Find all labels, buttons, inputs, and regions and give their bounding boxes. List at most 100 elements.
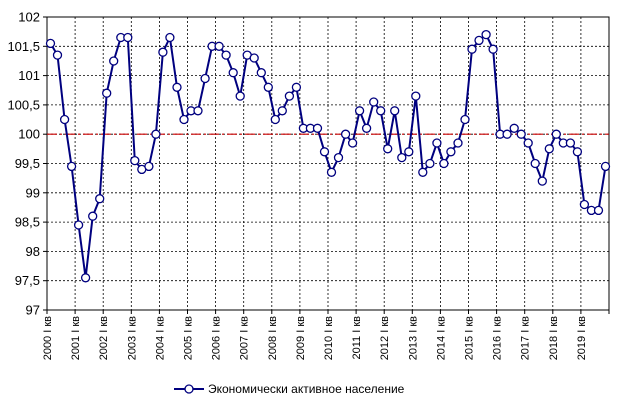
data-point [200,73,210,84]
data-point [333,152,344,163]
data-point [52,50,63,60]
data-point [453,138,463,148]
x-tick-label: 2018 I кв [548,316,560,360]
data-point [460,114,470,125]
data-point [600,161,611,172]
data-point [221,50,231,60]
x-tick-label: 2006 I кв [211,316,223,360]
x-tick-label: 2013 I кв [407,316,419,360]
data-point [235,91,245,101]
data-point [390,106,400,116]
data-point [312,123,323,133]
data-point [418,167,428,177]
data-point [88,211,98,221]
data-point [404,147,414,157]
data-point [397,152,407,163]
x-tick-label: 2001 I кв [70,316,82,360]
data-point [467,44,477,54]
y-tick-label: 101,5 [7,39,40,54]
data-point [228,68,238,78]
y-tick-label: 98 [26,244,40,259]
data-point [172,82,182,92]
x-tick-label: 2002 I кв [98,316,110,360]
data-point [144,161,154,172]
data-point [411,91,421,101]
data-point [340,129,351,139]
data-point [123,32,133,43]
data-point [383,144,393,154]
data-point [488,44,498,54]
data-point [45,38,56,49]
data-point [270,114,280,125]
data-point [354,106,365,116]
data-point [256,68,266,78]
data-point [130,155,140,166]
data-point [263,82,273,92]
legend-marker [184,384,194,394]
data-point [439,158,449,169]
data-point [102,88,112,98]
data-point [565,138,576,148]
data-point [165,32,175,43]
data-point [516,129,526,139]
data-point [277,106,287,116]
data-point [347,138,358,148]
x-tick-label: 2019 I кв [576,316,588,360]
data-point [523,138,533,148]
data-point [551,129,561,139]
data-point [249,53,259,63]
data-point [474,35,484,46]
x-tick-label: 2010 I кв [323,316,335,360]
data-point [361,123,372,133]
data-point [425,158,435,169]
x-tick-label: 2007 I кв [239,316,251,360]
x-tick-label: 2004 I кв [154,316,166,360]
data-point [376,106,386,116]
data-point [530,158,540,169]
data-point [158,47,168,57]
data-point [214,41,224,51]
data-point [369,97,379,107]
y-tick-label: 100 [18,127,40,142]
plot-area: 97 97,5 98 98,5 99 99,5 100 100,5 101 101,5 102 200… [7,10,611,360]
data-point [579,199,590,210]
x-tick-label: 2014 I кв [435,316,447,360]
x-tick-label: 2011 I кв [351,316,363,360]
legend-label: Экономически активное население [208,382,405,396]
data-point [284,91,295,101]
x-tick-label: 2009 I кв [295,316,307,360]
data-point [446,147,456,157]
data-point [572,147,583,157]
data-point [481,29,491,40]
y-tick-label: 97,5 [15,273,40,288]
data-point [593,205,604,216]
data-point [319,147,330,157]
y-tick-label: 98,5 [15,215,40,230]
x-tick-label: 2000 I кв [42,316,54,360]
data-point [509,123,519,133]
x-tick-label: 2016 I кв [492,316,504,360]
x-tick-label: 2012 I кв [379,316,391,360]
y-tick-label: 97 [26,303,40,318]
data-point [544,144,554,154]
data-point [193,106,203,116]
data-point [95,194,105,204]
y-tick-label: 102 [18,10,40,25]
x-tick-label: 2005 I кв [183,316,195,360]
y-tick-label: 99,5 [15,156,40,171]
x-tick-label: 2017 I кв [520,316,532,360]
data-point [502,129,512,139]
data-point [109,56,119,66]
data-point [537,176,547,186]
data-point [179,114,189,125]
y-tick-label: 99 [26,185,40,200]
y-tick-label: 101 [18,68,40,83]
data-point [73,220,84,230]
data-point [432,138,442,148]
x-tick-label: 2008 I кв [267,316,279,360]
data-point [151,129,161,139]
x-tick-label: 2015 I кв [464,316,476,360]
legend: Экономически активное население [174,382,405,396]
data-point [291,82,302,92]
